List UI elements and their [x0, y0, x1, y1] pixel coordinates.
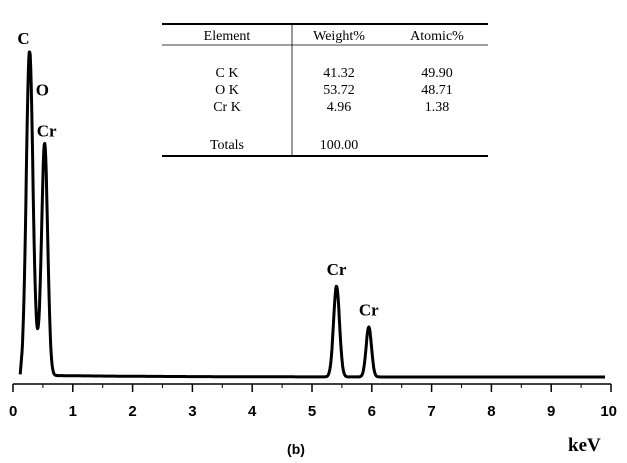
x-tick-label: 1 — [69, 403, 77, 420]
x-ticks: 0 1 2 3 4 5 6 7 8 9 10 — [9, 384, 617, 420]
peak-label-cr: Cr — [37, 121, 57, 140]
peak-label-o: O — [36, 80, 49, 99]
table-cell: Cr K — [213, 100, 241, 115]
table-header-weight: Weight% — [313, 29, 365, 44]
table-cell: 48.71 — [421, 83, 453, 98]
x-tick-label: 3 — [188, 403, 196, 420]
x-tick-label: 10 — [600, 403, 617, 420]
table-totals-label: Totals — [210, 138, 244, 153]
x-tick-label: 4 — [248, 403, 257, 420]
x-tick-label: 0 — [9, 403, 17, 420]
table-cell: 4.96 — [327, 100, 352, 115]
peak-labels: C O Cr Cr Cr — [17, 29, 379, 320]
peak-label-cr: Cr — [359, 301, 379, 320]
x-tick-label: 9 — [547, 403, 555, 420]
table-cell: 1.38 — [425, 100, 450, 115]
x-tick-label: 8 — [487, 403, 495, 420]
x-tick-label: 7 — [427, 403, 435, 420]
x-tick-label: 6 — [368, 403, 376, 420]
x-axis-label: keV — [568, 435, 601, 456]
peak-label-cr: Cr — [327, 260, 347, 279]
table-cell: O K — [215, 83, 239, 98]
table-cell: 53.72 — [323, 83, 355, 98]
table-header-atomic: Atomic% — [410, 29, 464, 44]
chart-subtitle: (b) — [287, 441, 305, 457]
peak-label-c: C — [17, 29, 29, 48]
table-cell: 41.32 — [323, 66, 355, 81]
composition-table: Element Weight% Atomic% C K 41.32 49.90 … — [162, 23, 488, 157]
spectrum-line — [18, 50, 606, 379]
x-tick-label: 2 — [128, 403, 136, 420]
x-tick-label: 5 — [308, 403, 316, 420]
table-cell: C K — [216, 66, 239, 81]
table-totals-weight: 100.00 — [320, 138, 359, 153]
table-cell: 49.90 — [421, 66, 453, 81]
table-header-element: Element — [204, 29, 251, 44]
